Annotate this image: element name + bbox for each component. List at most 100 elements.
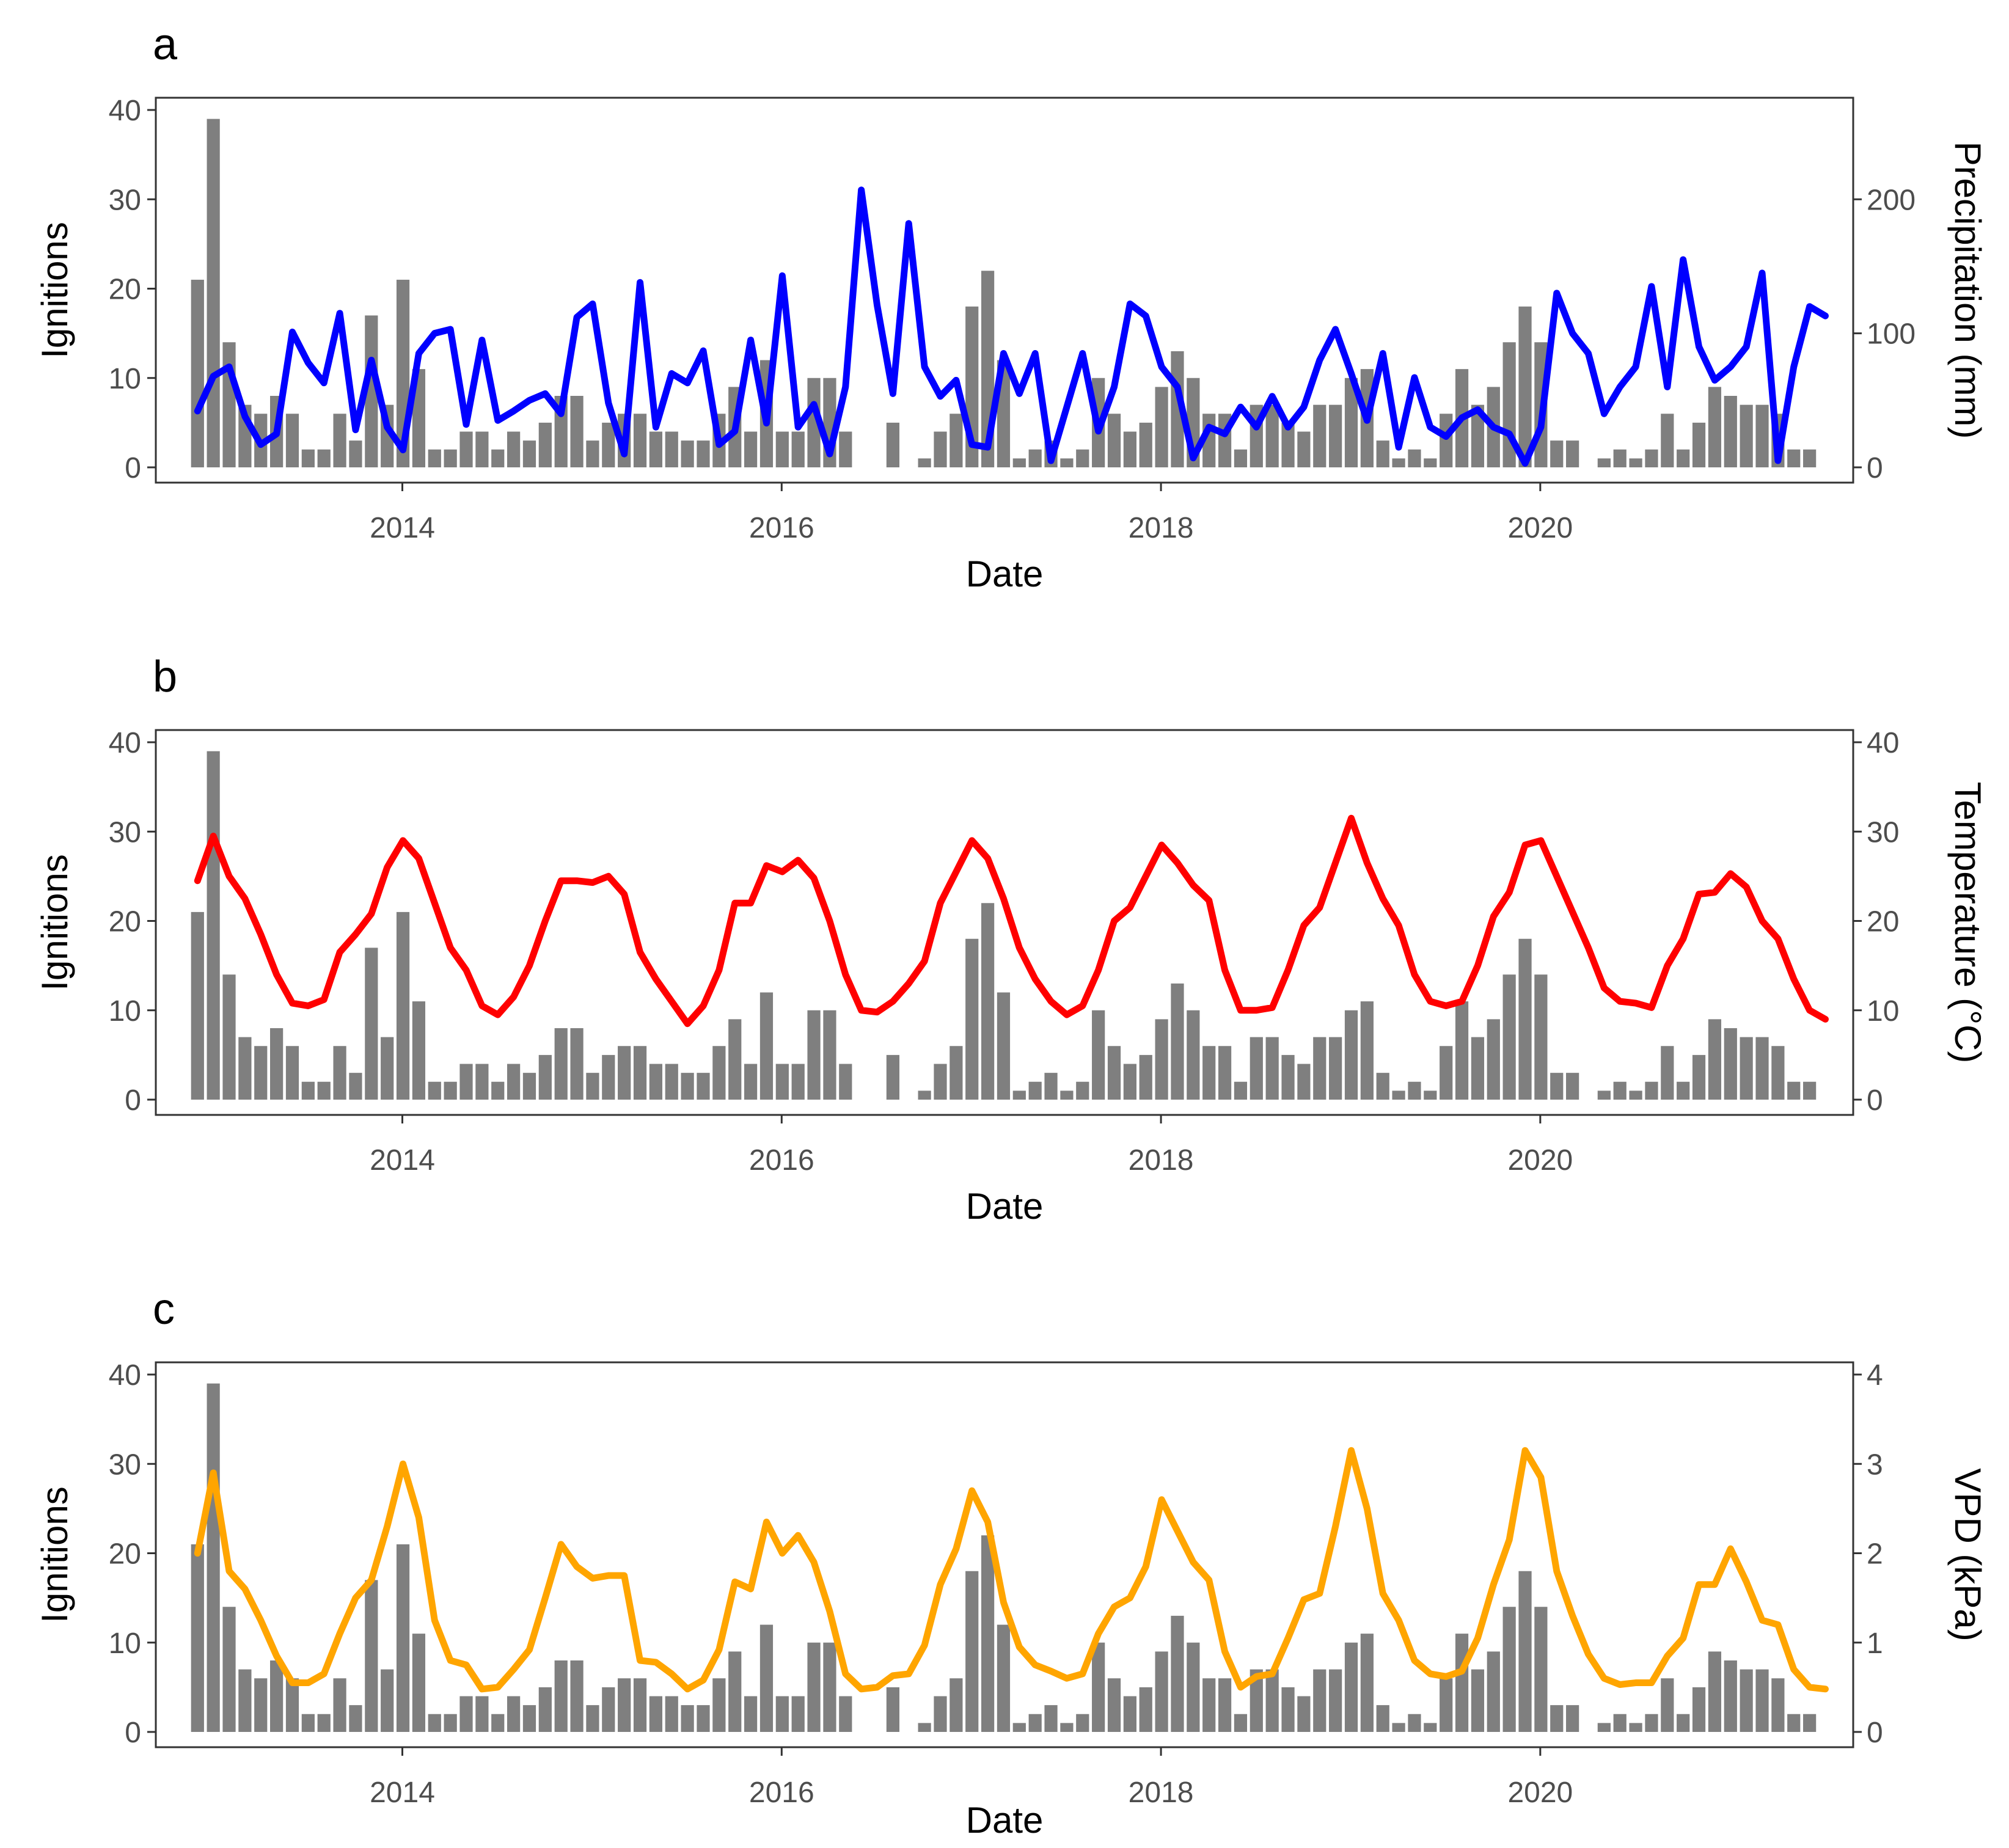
right-axis-c: 0 1 2 3 4	[1853, 1359, 1883, 1749]
ignitions-bar	[1803, 1081, 1817, 1100]
ignitions-bar	[1344, 1642, 1358, 1732]
ignitions-bar	[1123, 1064, 1136, 1100]
ignitions-bar	[1392, 1090, 1405, 1100]
ignitions-bar	[538, 422, 552, 468]
ignitions-bar	[317, 449, 331, 467]
ignitions-bar	[886, 1687, 899, 1733]
panel-c: c 0 10 20 30 40 0 1 2 3 4 2014 2016 2018 2020 Ignit…	[34, 1285, 1988, 1841]
ignitions-bar	[1787, 1714, 1801, 1732]
ignitions-bar	[934, 1064, 947, 1100]
panel-letter-c: c	[153, 1285, 175, 1334]
ignitions-bar	[1297, 431, 1311, 467]
ignitions-bar	[697, 1705, 710, 1733]
ignitions-bar	[791, 431, 805, 467]
ignitions-bar	[554, 1660, 568, 1732]
ignitions-bar	[602, 422, 615, 468]
ignitions-bar	[1376, 440, 1389, 468]
ignitions-bar	[839, 1064, 852, 1100]
ignitions-bar	[823, 1010, 836, 1100]
ignitions-bar	[934, 1696, 947, 1732]
right-tick-label: 20	[1867, 906, 1899, 938]
ignitions-bar	[1566, 1073, 1579, 1100]
ignitions-bar	[1360, 1634, 1374, 1733]
ignitions-bar	[633, 1678, 647, 1732]
ignitions-bar	[1487, 1651, 1500, 1733]
ignitions-bar	[1408, 449, 1421, 467]
ignitions-bar	[1424, 458, 1437, 468]
ignitions-bar	[1597, 458, 1611, 468]
ignitions-bar	[1107, 1678, 1121, 1732]
ignitions-bar	[744, 1064, 758, 1100]
ignitions-bar	[1613, 1714, 1627, 1732]
ignitions-bar	[1755, 1669, 1769, 1733]
ignitions-bar	[649, 1064, 662, 1100]
ignitions-bar	[1740, 1037, 1753, 1100]
ignitions-bar	[1692, 1054, 1706, 1100]
ignitions-bar	[1645, 1081, 1658, 1100]
left-tick-label: 10	[109, 995, 141, 1028]
ignitions-bar	[1107, 414, 1121, 467]
ignitions-bar	[759, 1624, 774, 1732]
panel-letter-a: a	[153, 20, 178, 69]
ignitions-bar	[1550, 1705, 1564, 1733]
ignitions-bar	[791, 1064, 805, 1100]
left-tick-label: 40	[109, 95, 141, 127]
ignitions-bar	[1487, 1019, 1500, 1100]
panel-letter-b: b	[153, 652, 177, 701]
ignitions-bar	[602, 1054, 615, 1100]
ignitions-bar	[459, 431, 473, 467]
ignitions-bar	[1171, 983, 1184, 1100]
ignitions-bar	[1550, 1073, 1564, 1100]
ignitions-bar	[301, 449, 315, 467]
left-axis-a: 0 10 20 30 40	[109, 95, 156, 484]
ignitions-bar	[965, 1571, 979, 1732]
ignitions-bar	[981, 1535, 995, 1732]
x-tick-label: 2020	[1507, 512, 1573, 544]
ignitions-bar	[586, 1705, 599, 1733]
ignitions-bar	[886, 1054, 899, 1100]
left-axis-c: 0 10 20 30 40	[109, 1359, 156, 1749]
ignitions-bar	[823, 1642, 836, 1732]
left-axis-title-b: Ignitions	[34, 854, 75, 990]
ignitions-bar	[697, 1073, 710, 1100]
ignitions-bar	[934, 431, 947, 467]
ignitions-bar	[412, 1001, 426, 1100]
ignitions-bar	[775, 1696, 789, 1732]
ignitions-bar	[459, 1696, 473, 1732]
ignitions-bar	[1281, 422, 1295, 468]
ignitions-bar	[1297, 1064, 1311, 1100]
ignitions-bar	[1171, 1615, 1184, 1733]
ignitions-bar	[775, 431, 789, 467]
ignitions-bar	[633, 414, 647, 467]
vpd-line-c	[194, 1447, 1829, 1693]
ignitions-bar	[1566, 1705, 1579, 1733]
ignitions-bar	[1724, 1028, 1737, 1100]
ignitions-bar	[1060, 1723, 1074, 1733]
ignitions-bar	[728, 1019, 742, 1100]
ignitions-bar	[1155, 387, 1168, 468]
ignitions-bar	[1265, 1669, 1279, 1733]
ignitions-bar	[191, 911, 204, 1100]
right-tick-label: 0	[1867, 1717, 1883, 1749]
ignitions-bar	[491, 1081, 505, 1100]
ignitions-bar	[191, 1544, 204, 1733]
ignitions-bar	[1724, 396, 1737, 467]
left-tick-label: 10	[109, 1627, 141, 1660]
ignitions-bar	[1376, 1705, 1389, 1733]
ignitions-bar	[428, 449, 441, 467]
ignitions-bar	[570, 1660, 584, 1732]
ignitions-bar	[839, 431, 852, 467]
ignitions-bar	[191, 279, 204, 468]
ignitions-bar	[301, 1081, 315, 1100]
ignitions-bar	[1265, 1037, 1279, 1100]
left-tick-label: 0	[125, 1717, 141, 1749]
ignitions-bar	[1661, 1678, 1674, 1732]
ignitions-bar	[839, 1696, 852, 1732]
ignitions-bar	[602, 1687, 615, 1733]
ignitions-bar	[1629, 458, 1642, 468]
right-tick-label: 40	[1867, 727, 1899, 759]
right-tick-label: 0	[1867, 1084, 1883, 1117]
left-tick-label: 30	[109, 184, 141, 216]
ignitions-bar	[950, 1046, 963, 1100]
ignitions-bar	[728, 1651, 742, 1733]
